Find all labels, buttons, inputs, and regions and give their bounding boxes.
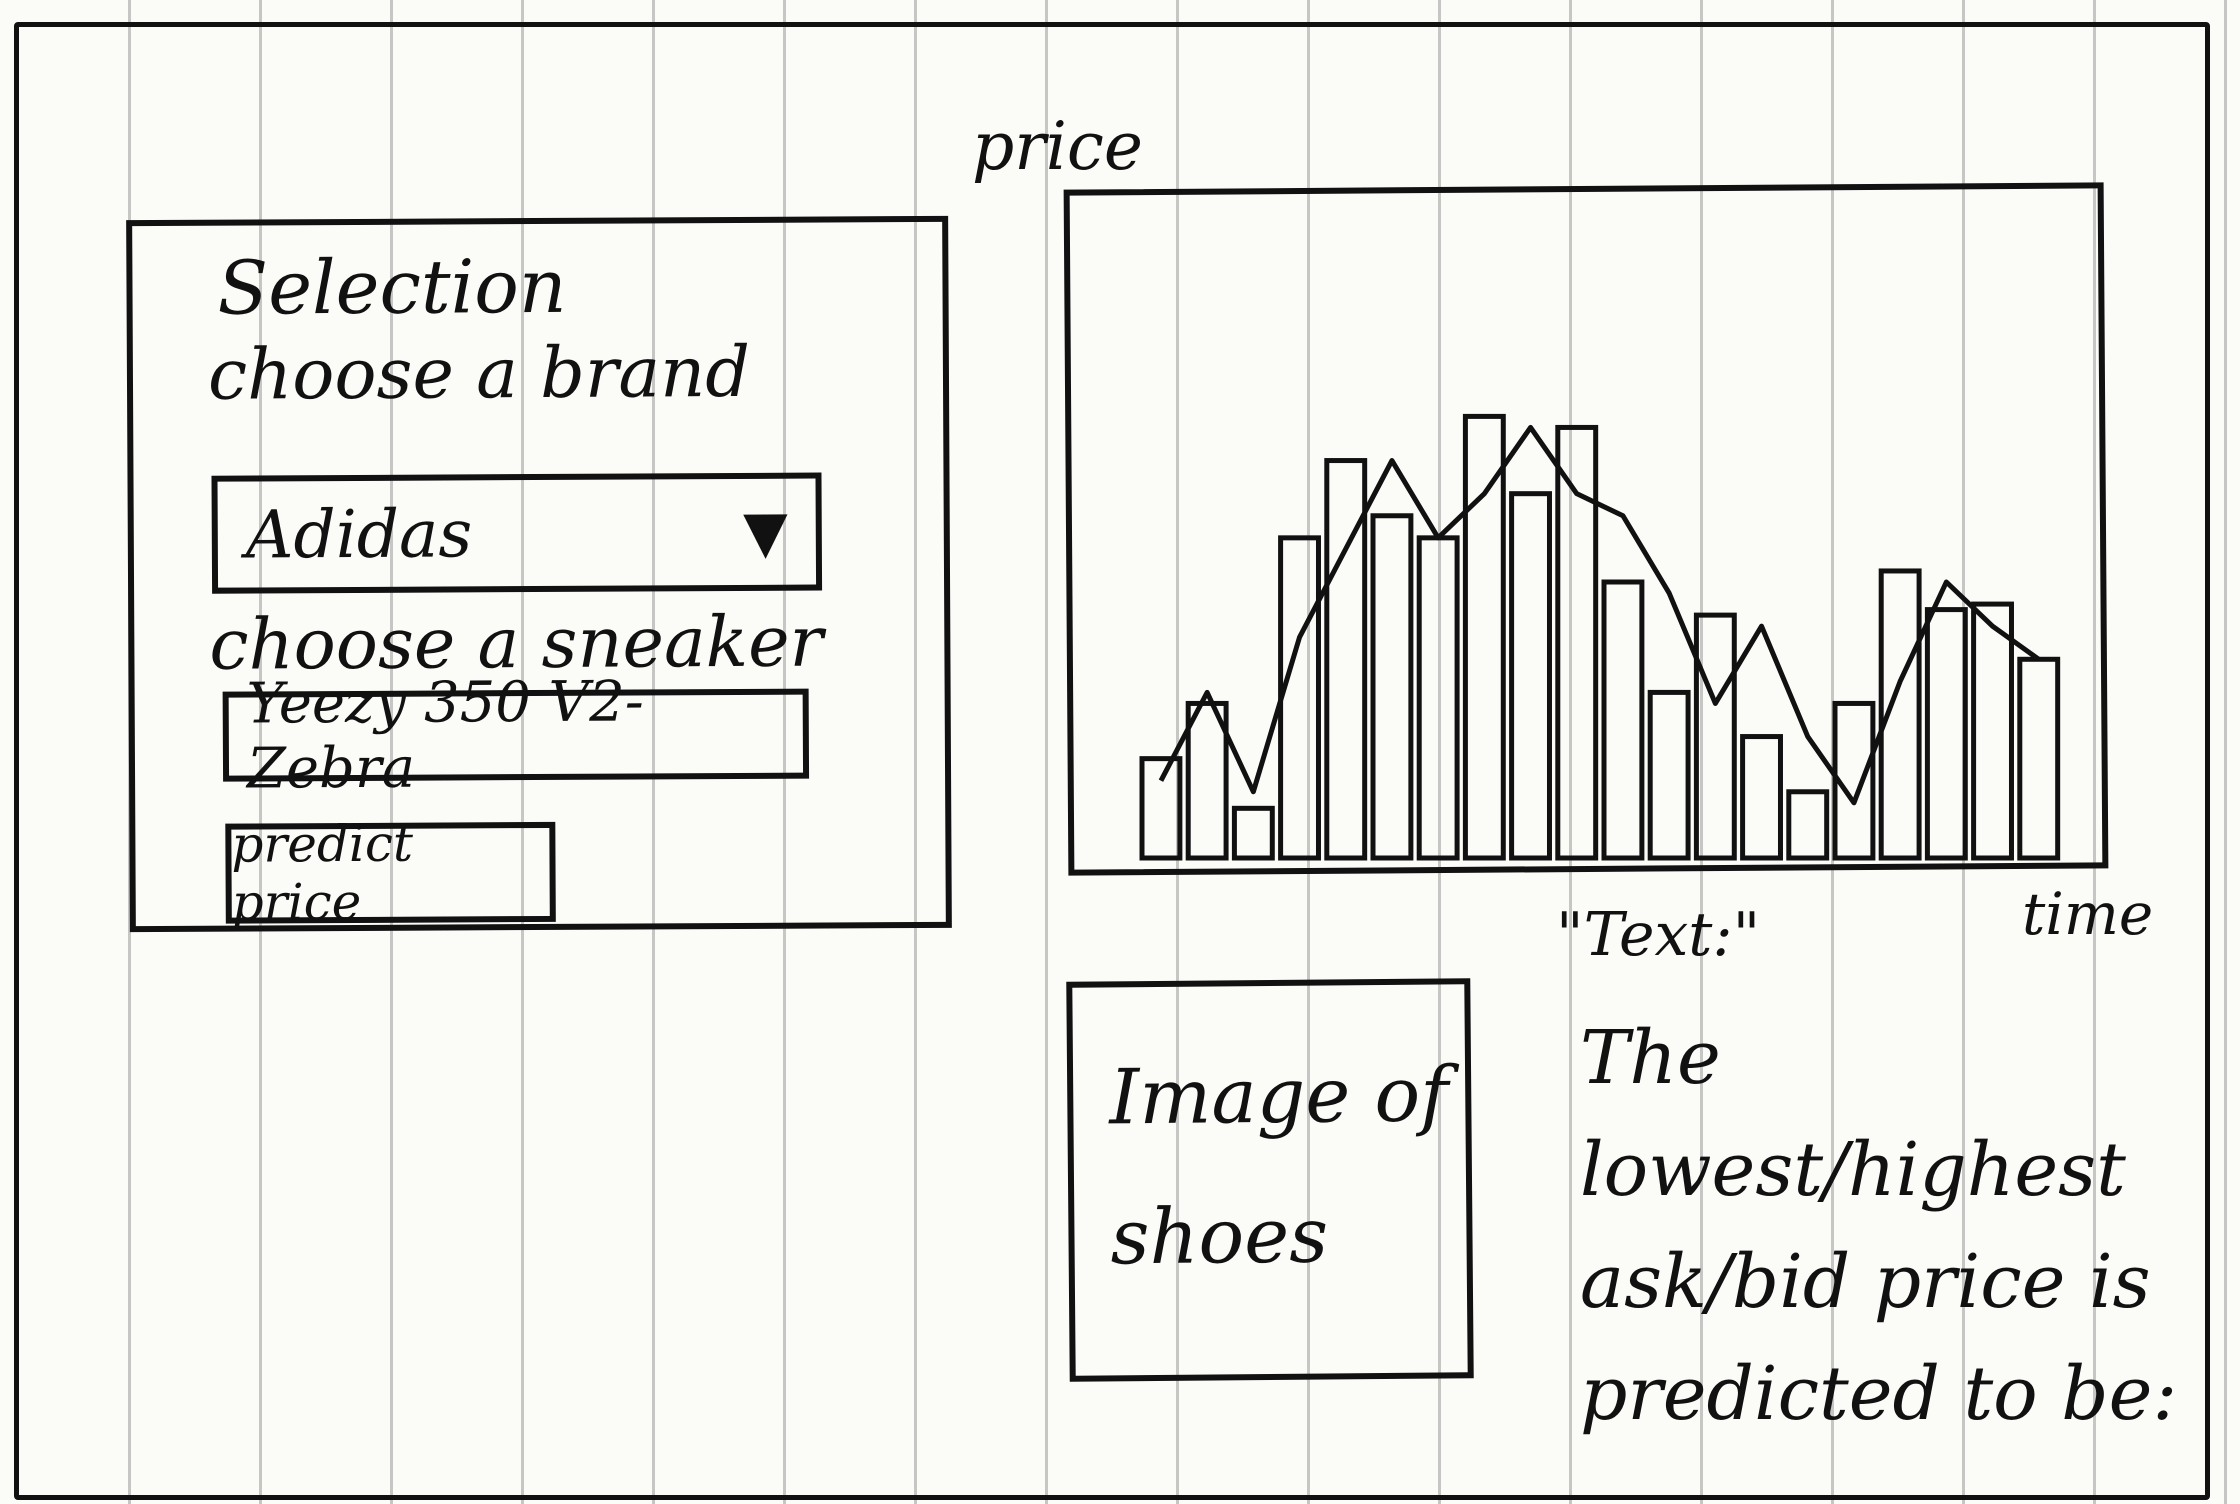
chart-bar	[1740, 734, 1783, 861]
chart-bar	[1693, 612, 1737, 861]
chart-x-axis-label: time	[2022, 880, 2154, 948]
shoe-image-placeholder: Image of shoes	[1066, 978, 1474, 1382]
chart-bar	[1370, 513, 1414, 861]
selection-panel: Selection choose a brand Adidas ▼ choose…	[126, 215, 952, 933]
chart-bar	[1924, 607, 1968, 861]
sneaker-input[interactable]: Yeezy 350 V2-Zebra	[222, 669, 810, 802]
predict-price-button[interactable]: predict price	[225, 815, 556, 932]
chart-bar	[1509, 491, 1552, 861]
chart-bar	[1278, 535, 1321, 861]
chart-bar	[2017, 656, 2061, 861]
brand-dropdown-value: Adidas	[245, 494, 473, 574]
chart-bar	[1971, 601, 2014, 861]
chart-bar	[1878, 568, 1922, 861]
dropdown-arrow-icon[interactable]: ▼	[742, 497, 788, 566]
chart-bar	[1416, 535, 1460, 861]
chart-bar	[1324, 458, 1368, 861]
chart-bar	[1601, 579, 1645, 861]
sneaker-input-value: Yeezy 350 V2-Zebra	[246, 669, 644, 802]
price-chart	[1139, 413, 2061, 861]
brand-dropdown[interactable]: Adidas ▼	[211, 472, 823, 594]
chart-bar	[1185, 700, 1229, 861]
chart-bar	[1647, 689, 1691, 861]
chart-bar	[1231, 805, 1275, 861]
chart-y-axis-label: price	[972, 108, 1143, 185]
brand-label: choose a brand	[207, 330, 751, 416]
chart-bar	[1832, 700, 1876, 861]
text-output-label: "Text:"	[1556, 900, 1761, 970]
shoe-image-caption: Image of shoes	[1108, 1049, 1449, 1282]
chart-bar	[1555, 424, 1599, 861]
prediction-text: The lowest/highest ask/bid price is pred…	[1580, 1015, 2178, 1437]
chart-bar	[1462, 413, 1506, 861]
page-frame	[14, 22, 2210, 1500]
selection-title: Selection	[217, 243, 567, 332]
chart-trend-line	[1158, 424, 2041, 806]
chart-bar	[1786, 789, 1830, 861]
chart-bar	[1139, 756, 1183, 861]
